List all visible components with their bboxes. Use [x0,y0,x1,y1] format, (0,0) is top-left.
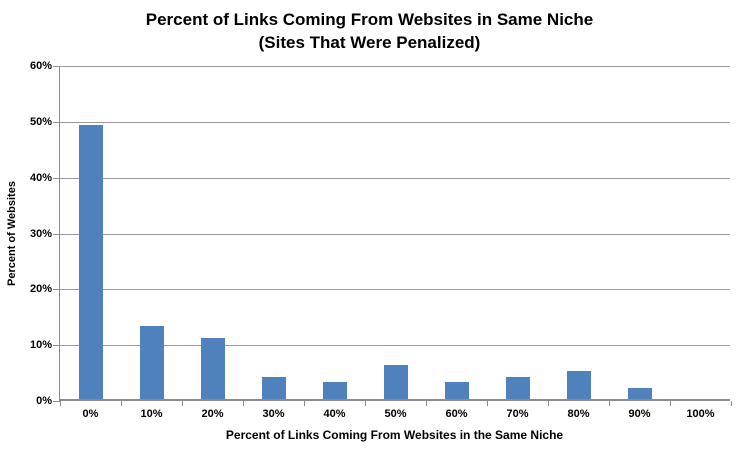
bar [261,377,286,399]
x-axis-tick [548,401,549,406]
y-axis-tick [53,121,60,123]
bar [505,377,530,399]
y-axis-tick-label: 40% [29,171,52,184]
chart-title-line2: (Sites That Were Penalized) [258,33,481,52]
x-axis-tick-label: 100% [686,408,715,420]
plot-area: 0% 10% 20% 30% 40% 50% 60% 0% 10% 20% 30% 40% 50% 60%… [30,60,732,420]
x-axis-tick [487,401,488,406]
bar [139,326,164,399]
x-axis-tick-label: 10% [140,408,163,420]
x-axis-tick-label: 80% [567,408,590,420]
x-axis-tick [609,401,610,406]
y-axis-tick-label: 30% [29,227,52,240]
x-axis-tick [60,401,61,406]
bar [383,365,408,399]
x-axis-tick-label: 70% [506,408,529,420]
chart-title-line1: Percent of Links Coming From Websites in… [145,10,594,29]
y-axis-tick-label: 10% [29,339,52,352]
bar [200,338,225,399]
gridline [60,177,730,179]
x-axis-tick-label: 90% [628,408,651,420]
bar [322,382,347,399]
x-axis-tick-label: 20% [201,408,224,420]
x-axis-tick [121,401,122,406]
x-axis-title: Percent of Links Coming From Websites in… [225,428,564,442]
y-axis-tick [53,345,60,347]
bar [627,388,652,399]
y-axis-tick [53,289,60,291]
y-axis-tick [53,233,60,235]
x-axis-tick [670,401,671,406]
gridline [60,345,730,347]
x-axis-tick-label: 30% [262,408,285,420]
y-axis-tick-label: 60% [29,60,52,72]
y-axis-tick-label: 0% [36,395,52,407]
x-axis-tick [731,401,732,406]
x-axis-tick-label: 60% [445,408,468,420]
x-axis-tick [426,401,427,406]
gridline [60,121,730,123]
bar [444,382,469,399]
x-axis-tick [304,401,305,406]
gridline [60,233,730,235]
y-axis-tick [53,66,60,67]
x-axis-tick [182,401,183,406]
gridline [60,289,730,291]
y-axis-tick [53,401,60,402]
chart-title: Percent of Links Coming From Websites in… [0,8,739,54]
bar [566,371,591,399]
gridline [60,66,730,67]
y-axis-tick [53,177,60,179]
y-axis-tick-label: 50% [29,115,52,128]
x-axis-tick-label: 0% [82,408,99,420]
x-axis-tick-label: 50% [384,408,407,420]
x-axis-tick [243,401,244,406]
bar [78,125,103,399]
x-axis-tick-label: 40% [323,408,346,420]
x-axis-tick [365,401,366,406]
y-axis-tick-label: 20% [29,283,52,296]
